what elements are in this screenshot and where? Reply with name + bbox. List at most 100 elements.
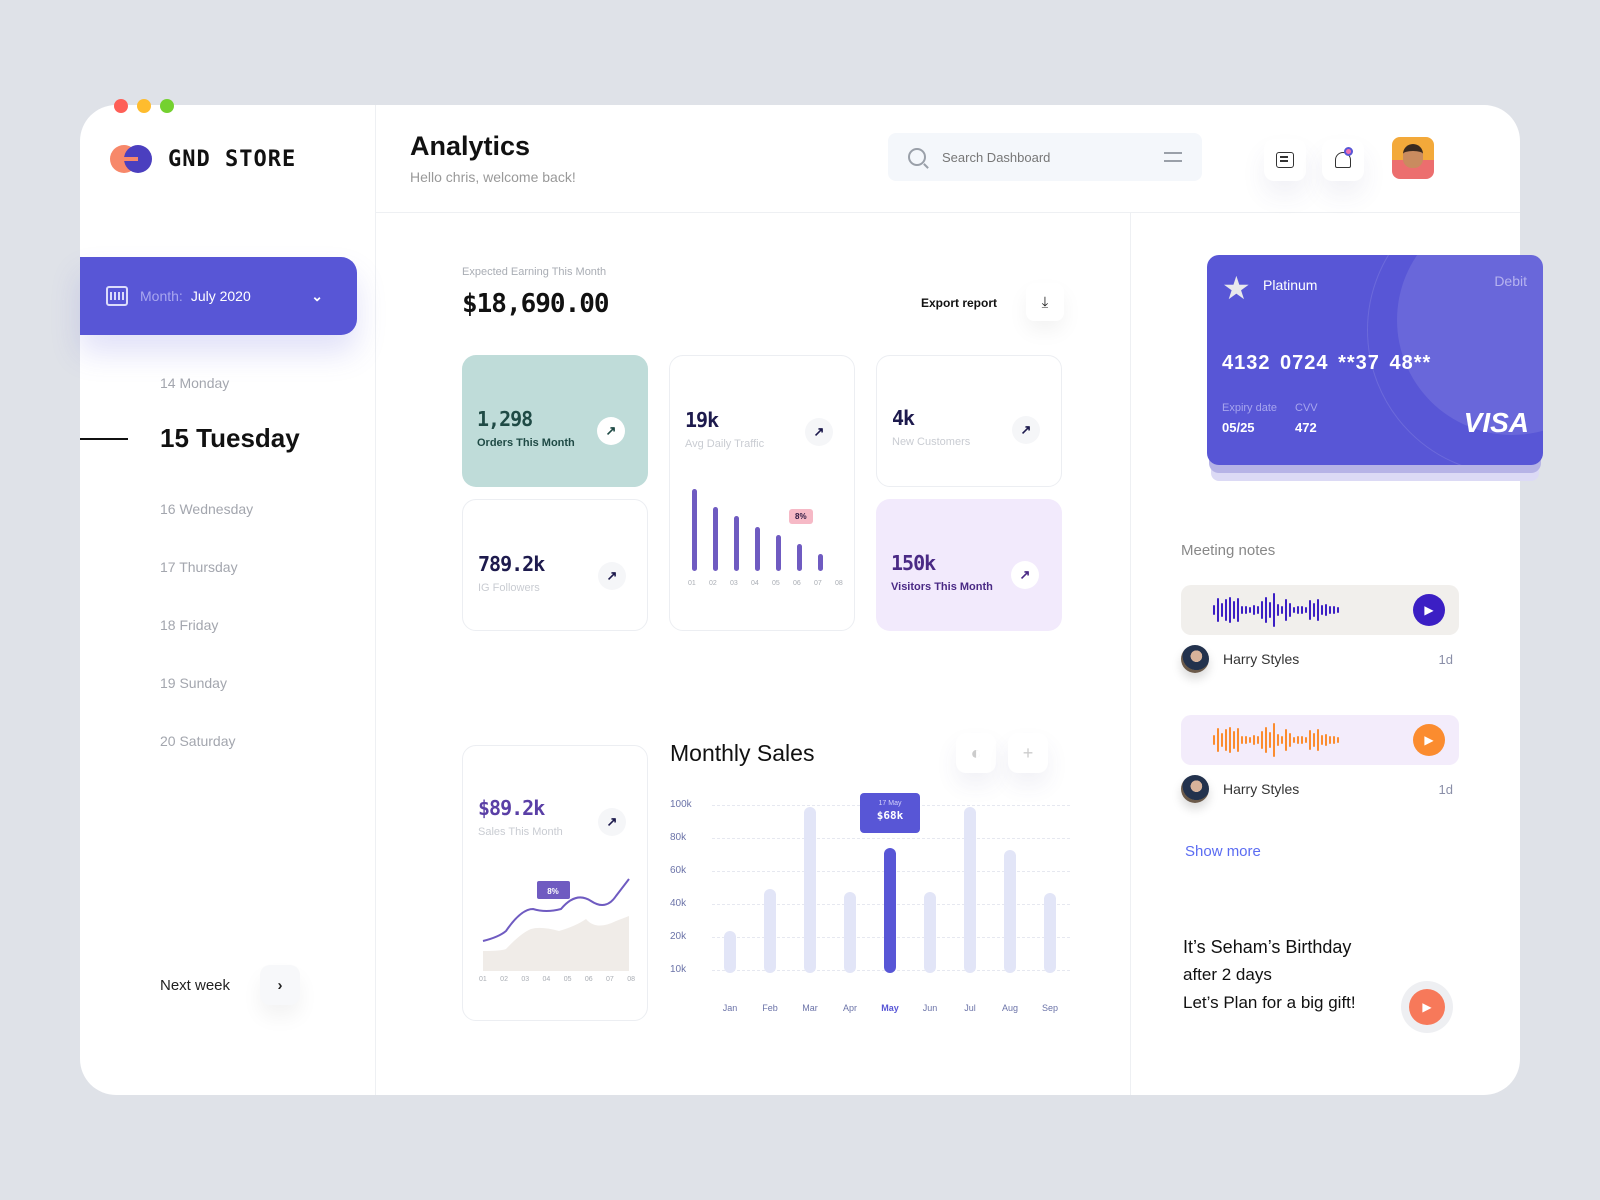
- notifications-button[interactable]: [1322, 139, 1364, 181]
- bar-jul[interactable]: [964, 807, 976, 973]
- expiry-label: Expiry date: [1222, 402, 1278, 414]
- meeting-notes-title: Meeting notes: [1181, 542, 1276, 559]
- bar-apr[interactable]: [844, 892, 856, 973]
- play-icon: ▶: [1422, 1000, 1432, 1014]
- bar-jan[interactable]: [724, 931, 736, 973]
- traffic-tooltip: 8%: [789, 509, 813, 524]
- card-type: Debit: [1494, 273, 1527, 289]
- customers-label: New Customers: [892, 436, 971, 448]
- followers-label: IG Followers: [478, 582, 540, 594]
- day-item[interactable]: 18 Friday: [160, 617, 219, 633]
- filter-icon[interactable]: [1164, 148, 1182, 166]
- play-icon: ▶: [1424, 603, 1434, 617]
- author-avatar[interactable]: [1181, 645, 1209, 673]
- chevron-right-icon: ›: [277, 976, 283, 994]
- bar-may[interactable]: [884, 848, 896, 973]
- visitors-label: Visitors This Month: [891, 581, 993, 593]
- customers-card[interactable]: 4k New Customers ↗: [876, 355, 1062, 487]
- sales-label: Sales This Month: [478, 826, 563, 838]
- day-item[interactable]: 19 Sunday: [160, 675, 227, 691]
- earning-value: $18,690.00: [462, 289, 610, 319]
- download-button[interactable]: ⤓: [1026, 283, 1064, 321]
- bar-aug[interactable]: [1004, 850, 1016, 973]
- waveform: [1213, 592, 1413, 628]
- maximize-window-button[interactable]: [160, 99, 174, 113]
- messages-button[interactable]: [1264, 139, 1306, 181]
- search-icon: [908, 148, 926, 166]
- author-name: Harry Styles: [1223, 781, 1300, 797]
- waveform: [1213, 722, 1413, 758]
- app-window: GND STORE Month: July 2020 ⌄ 14 Monday 1…: [80, 105, 1543, 1095]
- user-avatar[interactable]: [1392, 137, 1434, 179]
- expiry-value: 05/25: [1222, 420, 1255, 435]
- page-title: Analytics: [410, 131, 531, 161]
- minimize-window-button[interactable]: [137, 99, 151, 113]
- logo[interactable]: GND STORE: [110, 145, 296, 173]
- orders-card[interactable]: 1,298 Orders This Month ↗: [462, 355, 648, 487]
- sales-x-axis: 01 02 03 04 05 06 07 08: [479, 976, 635, 983]
- play-button[interactable]: ▶: [1413, 594, 1445, 626]
- svg-text:8%: 8%: [547, 887, 559, 896]
- bar-sep[interactable]: [1044, 893, 1056, 973]
- chat-icon: [1276, 152, 1294, 168]
- notification-badge: [1344, 147, 1353, 156]
- logo-icon: [110, 145, 152, 173]
- month-selector[interactable]: Month: July 2020 ⌄: [80, 257, 357, 335]
- month-label: Month:: [140, 288, 183, 304]
- play-icon: ▶: [1424, 733, 1434, 747]
- customers-value: 4k: [892, 406, 915, 430]
- arrow-up-right-icon[interactable]: ↗: [598, 562, 626, 590]
- show-more-link[interactable]: Show more: [1185, 843, 1261, 860]
- cvv-label: CVV: [1295, 402, 1318, 414]
- header: Analytics Hello chris, welcome back!: [376, 105, 1520, 213]
- card-tier: Platinum: [1263, 277, 1318, 293]
- note-time: 1d: [1438, 651, 1453, 667]
- monthly-sales-chart: 100k 80k 60k 40k 20k 10k 17 May $68k: [670, 793, 1070, 1013]
- right-panel: ★ Platinum Debit 4132 0724 **37 48** Exp…: [1130, 213, 1543, 1095]
- arrow-up-right-icon[interactable]: ↗: [1012, 416, 1040, 444]
- bar-jun[interactable]: [924, 892, 936, 973]
- chevron-down-icon: ⌄: [311, 287, 323, 304]
- bell-icon: [1335, 152, 1351, 168]
- welcome-message: Hello chris, welcome back!: [410, 169, 576, 185]
- arrow-up-right-icon[interactable]: ↗: [805, 418, 833, 446]
- next-week-label: Next week: [160, 976, 231, 994]
- audio-note-1: ▶: [1181, 585, 1459, 635]
- day-item[interactable]: 17 Thursday: [160, 559, 238, 575]
- traffic-bar-chart: 8% 01 02 03 04 05 06 07 08: [686, 489, 843, 587]
- calendar-icon: [106, 286, 128, 306]
- traffic-card[interactable]: 19k Avg Daily Traffic ↗ 8% 01 02 03 04 0…: [669, 355, 855, 631]
- credit-card[interactable]: ★ Platinum Debit 4132 0724 **37 48** Exp…: [1207, 255, 1543, 465]
- play-button[interactable]: ▶: [1413, 724, 1445, 756]
- export-report-link[interactable]: Export report: [921, 296, 998, 310]
- plus-icon: +: [1022, 742, 1034, 763]
- chart-tooltip: 17 May $68k: [860, 793, 920, 833]
- visa-logo: VISA: [1463, 407, 1529, 438]
- orders-label: Orders This Month: [477, 437, 575, 449]
- bar-feb[interactable]: [764, 889, 776, 973]
- note-author-2: Harry Styles 1d: [1181, 775, 1459, 803]
- add-button[interactable]: +: [1008, 733, 1048, 773]
- search-input[interactable]: [942, 149, 1164, 165]
- close-window-button[interactable]: [114, 99, 128, 113]
- followers-card[interactable]: 789.2k IG Followers ↗: [462, 499, 648, 631]
- author-name: Harry Styles: [1223, 651, 1300, 667]
- visitors-card[interactable]: 150k Visitors This Month ↗: [876, 499, 1062, 631]
- birthday-play-button[interactable]: ▶: [1401, 981, 1453, 1033]
- day-item[interactable]: 16 Wednesday: [160, 501, 254, 517]
- arrow-up-right-icon[interactable]: ↗: [598, 808, 626, 836]
- arrow-up-right-icon[interactable]: ↗: [597, 417, 625, 445]
- author-avatar[interactable]: [1181, 775, 1209, 803]
- cvv-value: 472: [1295, 420, 1317, 435]
- next-week-button[interactable]: ›: [260, 965, 301, 1005]
- arrow-up-right-icon[interactable]: ↗: [1011, 561, 1039, 589]
- audio-note-2: ▶: [1181, 715, 1459, 765]
- day-item[interactable]: 14 Monday: [160, 375, 230, 391]
- bar-mar[interactable]: [804, 807, 816, 973]
- monthly-sales-title: Monthly Sales: [670, 740, 815, 766]
- visitors-value: 150k: [891, 551, 936, 575]
- sales-card[interactable]: $89.2k Sales This Month ↗ 8% 01 02 03 04 05 0…: [462, 745, 648, 1021]
- day-item-active[interactable]: 15 Tuesday: [160, 423, 300, 453]
- chart-type-button[interactable]: ◐: [956, 733, 996, 773]
- day-item[interactable]: 20 Saturday: [160, 733, 236, 749]
